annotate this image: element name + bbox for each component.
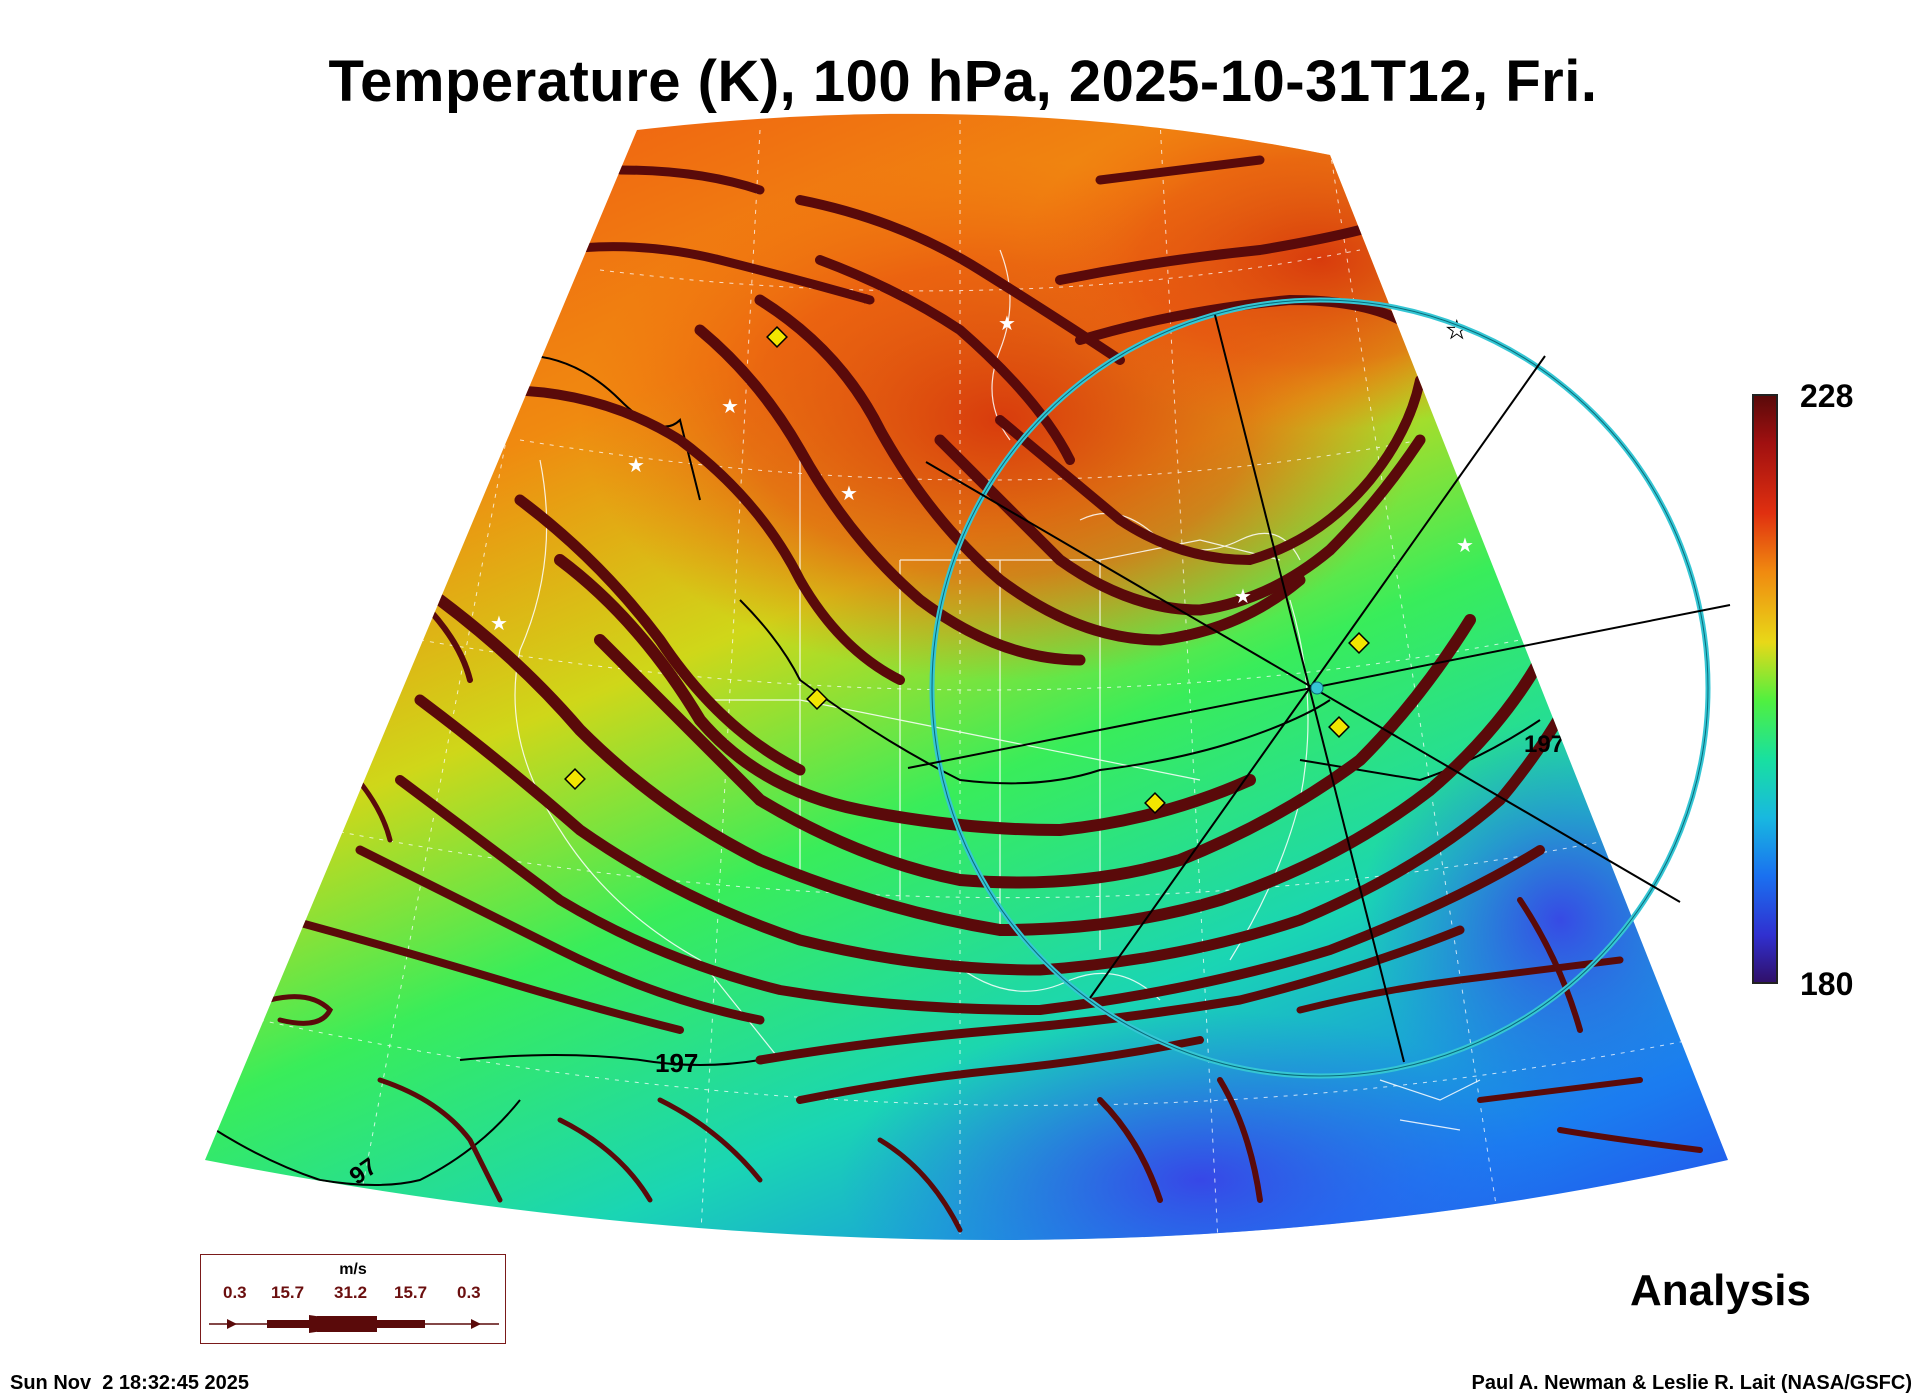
station-markers: ★ ★ ★ ★ ★ ★ ★ (490, 311, 1474, 814)
streamline (267, 994, 334, 1026)
streamline (795, 195, 1125, 365)
streamline (395, 775, 1545, 1016)
diamond-marker (1328, 716, 1350, 738)
contour-label: 197 (655, 1048, 698, 1078)
star-marker: ★ (1234, 584, 1252, 608)
contour-label: 197 (1524, 731, 1564, 758)
streamline (877, 1137, 963, 1233)
streamline (594, 614, 1476, 889)
colorbar-gradient (1754, 396, 1776, 982)
streamline (557, 1117, 653, 1203)
streamline (1055, 225, 1365, 285)
streamline (995, 375, 1425, 566)
graticule (259, 119, 1691, 1240)
wind-speed-legend: m/s 0.3 15.7 31.2 15.7 0.3 (200, 1254, 506, 1344)
streamline (377, 1077, 503, 1203)
legend-arrow-scale (209, 1315, 499, 1333)
streamline (1296, 956, 1624, 1014)
analysis-label: Analysis (1630, 1266, 1811, 1315)
colorbar (1752, 394, 1778, 984)
footer-credit: Paul A. Newman & Leslie R. Lait (NASA/GS… (1471, 1372, 1912, 1394)
legend-value: 0.3 (223, 1283, 247, 1302)
streamline (1097, 1097, 1163, 1203)
streamline (434, 594, 1546, 937)
streamline (1517, 897, 1583, 1033)
plot-title: Temperature (K), 100 hPa, 2025-10-31T12,… (328, 49, 1598, 114)
streamline (355, 845, 765, 1025)
streamline (554, 554, 1256, 837)
streamline (657, 1097, 763, 1183)
streamline (615, 165, 765, 195)
streamline (514, 494, 806, 776)
region-circle (907, 297, 1731, 1079)
star-marker: ★ (998, 311, 1016, 335)
star-marker: ★ (840, 481, 858, 505)
center-marker (1310, 681, 1324, 695)
diamond-marker (1144, 792, 1166, 814)
star-marker: ★ (721, 394, 739, 418)
diamond-marker (564, 768, 586, 790)
coastline-outlines (514, 249, 1481, 1131)
streamline (1477, 1077, 1643, 1103)
streamline (754, 294, 1306, 646)
star-marker: ★ (490, 611, 508, 635)
diamond-marker (1348, 632, 1370, 654)
streamline (1095, 155, 1265, 185)
streamline (555, 242, 875, 305)
colorbar-min-label: 180 (1800, 966, 1854, 1002)
colorbar-max-label: 228 (1800, 378, 1854, 414)
legend-units: m/s (339, 1261, 367, 1278)
star-marker: ★ (627, 453, 645, 477)
legend-value: 15.7 (394, 1283, 428, 1302)
streamline (414, 674, 1586, 976)
diamond-marker (766, 326, 788, 348)
streamline (755, 925, 1465, 1065)
legend-value: 15.7 (271, 1283, 305, 1302)
diamond-marker (806, 688, 828, 710)
streamline (1217, 1077, 1263, 1203)
wind-streamlines (267, 155, 1703, 1233)
legend-value: 0.3 (457, 1283, 481, 1302)
streamline (1557, 1127, 1703, 1153)
streamline (796, 1036, 1204, 1104)
footer-timestamp: Sun Nov 2 18:32:45 2025 (10, 1372, 250, 1394)
streamline (815, 255, 1075, 465)
streamline (934, 434, 1426, 616)
streamline (286, 916, 684, 1034)
legend-value: 31.2 (334, 1283, 368, 1302)
star-marker: ★ (1456, 533, 1474, 557)
streamline (694, 324, 1086, 666)
streamline (495, 385, 905, 685)
